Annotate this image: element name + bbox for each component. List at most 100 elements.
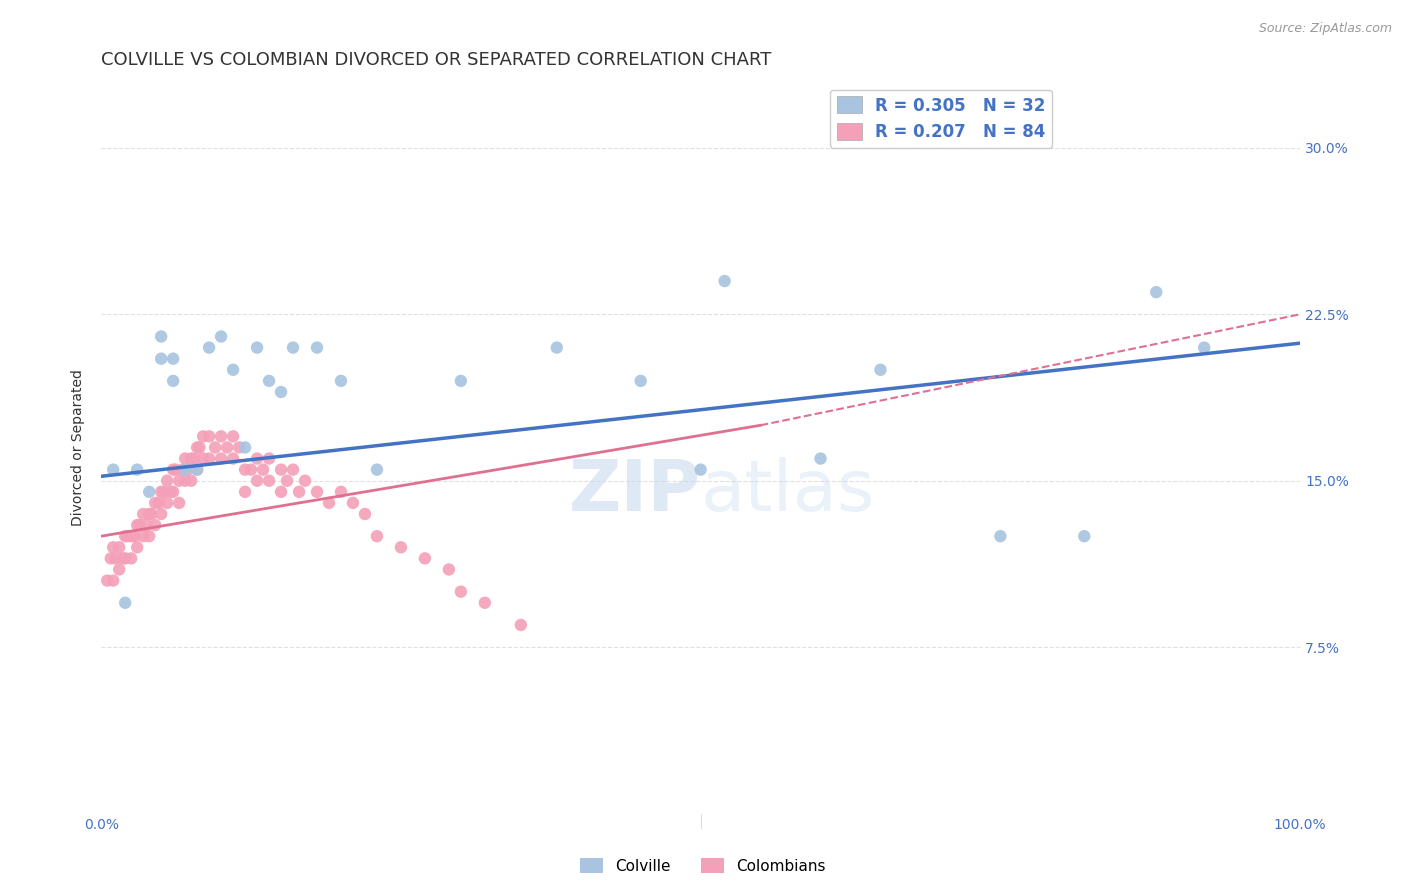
- Text: ZIP: ZIP: [568, 457, 700, 526]
- Point: [148, 496, 170, 510]
- Point: [135, 518, 157, 533]
- Point: [366, 462, 388, 476]
- Point: [114, 596, 136, 610]
- Point: [162, 351, 184, 366]
- Point: [1144, 285, 1167, 299]
- Point: [100, 551, 122, 566]
- Point: [233, 462, 256, 476]
- Point: [276, 474, 298, 488]
- Point: [257, 474, 280, 488]
- Point: [474, 596, 496, 610]
- Point: [366, 529, 388, 543]
- Point: [252, 462, 274, 476]
- Point: [150, 329, 173, 343]
- Point: [138, 507, 160, 521]
- Point: [198, 451, 221, 466]
- Point: [988, 529, 1011, 543]
- Point: [103, 574, 125, 588]
- Point: [108, 541, 131, 555]
- Point: [389, 541, 412, 555]
- Point: [128, 518, 150, 533]
- Point: [257, 374, 280, 388]
- Point: [120, 551, 142, 566]
- Point: [413, 551, 436, 566]
- Point: [174, 451, 197, 466]
- Point: [162, 374, 184, 388]
- Point: [270, 384, 292, 399]
- Point: [167, 474, 190, 488]
- Point: [209, 451, 232, 466]
- Point: [159, 484, 181, 499]
- Point: [156, 474, 179, 488]
- Point: [209, 329, 232, 343]
- Point: [117, 529, 139, 543]
- Point: [191, 429, 214, 443]
- Point: [127, 462, 149, 476]
- Point: [222, 363, 245, 377]
- Point: [124, 529, 146, 543]
- Point: [281, 341, 304, 355]
- Point: [156, 496, 179, 510]
- Point: [120, 529, 142, 543]
- Point: [138, 484, 160, 499]
- Point: [150, 484, 173, 499]
- Point: [1073, 529, 1095, 543]
- Point: [96, 574, 118, 588]
- Point: [713, 274, 735, 288]
- Point: [186, 462, 208, 476]
- Point: [450, 374, 472, 388]
- Point: [240, 462, 263, 476]
- Legend: Colville, Colombians: Colville, Colombians: [574, 852, 832, 880]
- Point: [330, 484, 353, 499]
- Point: [217, 441, 239, 455]
- Point: [167, 496, 190, 510]
- Point: [222, 451, 245, 466]
- Point: [188, 441, 211, 455]
- Point: [180, 474, 202, 488]
- Legend: R = 0.305   N = 32, R = 0.207   N = 84: R = 0.305 N = 32, R = 0.207 N = 84: [830, 90, 1052, 148]
- Point: [127, 518, 149, 533]
- Point: [342, 496, 364, 510]
- Point: [132, 529, 155, 543]
- Point: [233, 441, 256, 455]
- Point: [138, 529, 160, 543]
- Point: [270, 484, 292, 499]
- Point: [186, 441, 208, 455]
- Point: [222, 429, 245, 443]
- Point: [318, 496, 340, 510]
- Point: [450, 584, 472, 599]
- Point: [176, 462, 198, 476]
- Point: [246, 451, 269, 466]
- Point: [174, 474, 197, 488]
- Point: [354, 507, 377, 521]
- Point: [630, 374, 652, 388]
- Text: Source: ZipAtlas.com: Source: ZipAtlas.com: [1258, 22, 1392, 36]
- Point: [204, 441, 226, 455]
- Point: [437, 562, 460, 576]
- Point: [509, 618, 531, 632]
- Text: atlas: atlas: [700, 457, 875, 526]
- Point: [186, 462, 208, 476]
- Point: [150, 351, 173, 366]
- Point: [104, 551, 127, 566]
- Point: [111, 551, 134, 566]
- Point: [246, 474, 269, 488]
- Point: [152, 484, 174, 499]
- Point: [103, 541, 125, 555]
- Point: [689, 462, 711, 476]
- Point: [330, 374, 353, 388]
- Point: [127, 541, 149, 555]
- Point: [141, 507, 163, 521]
- Point: [233, 484, 256, 499]
- Point: [114, 529, 136, 543]
- Point: [150, 507, 173, 521]
- Point: [546, 341, 568, 355]
- Point: [174, 462, 197, 476]
- Point: [270, 462, 292, 476]
- Point: [198, 429, 221, 443]
- Point: [869, 363, 891, 377]
- Point: [1192, 341, 1215, 355]
- Y-axis label: Divorced or Separated: Divorced or Separated: [72, 369, 86, 526]
- Point: [305, 341, 328, 355]
- Point: [114, 551, 136, 566]
